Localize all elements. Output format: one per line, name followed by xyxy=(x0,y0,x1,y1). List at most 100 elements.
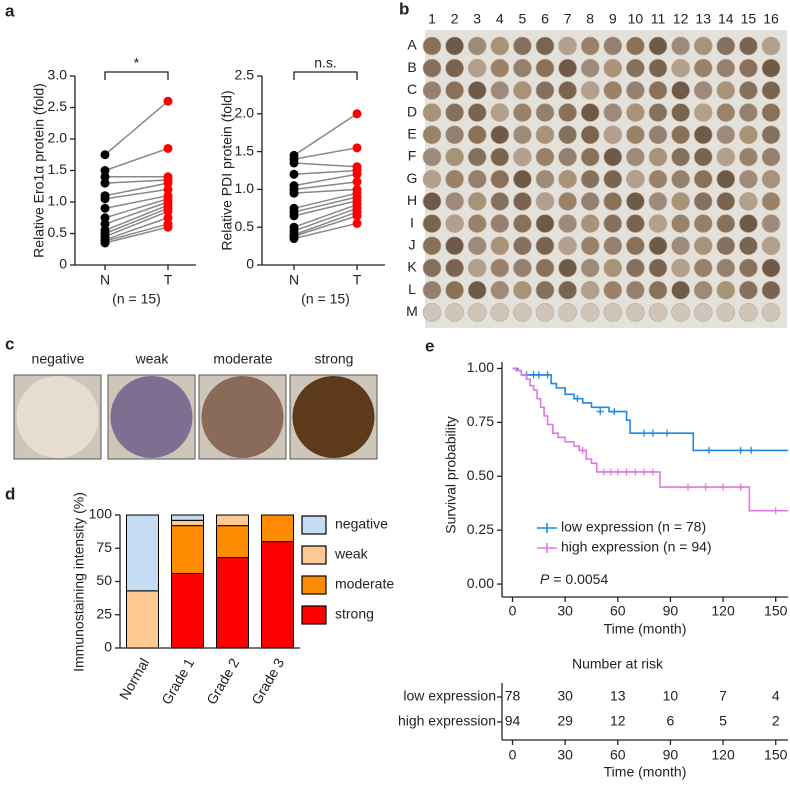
row-label: A xyxy=(407,37,417,53)
risk-x-tick-label: 120 xyxy=(711,747,735,763)
panel-label: e xyxy=(425,336,434,355)
row-label: M xyxy=(406,303,418,319)
y-tick-label: 2.0 xyxy=(235,105,255,121)
tissue-core xyxy=(490,236,510,256)
censor-mark xyxy=(640,468,648,476)
significance-bracket xyxy=(293,71,358,80)
x-tick-label: 90 xyxy=(663,603,679,619)
y-tick-label: 0.50 xyxy=(467,467,494,483)
pair-line xyxy=(293,147,358,160)
dot xyxy=(100,150,110,160)
column-label: 6 xyxy=(541,11,549,27)
row-label: C xyxy=(407,81,417,97)
tissue-core xyxy=(671,236,690,256)
survival-curve xyxy=(512,367,788,512)
pair-line xyxy=(293,222,358,240)
risk-x-label: Time (month) xyxy=(604,764,687,780)
tissue-core xyxy=(580,125,600,145)
y-tick-label: 0 xyxy=(59,256,67,272)
y-tick-label: 0.00 xyxy=(467,575,494,591)
tissue-core xyxy=(671,81,690,100)
x-tick-label: Grade 2 xyxy=(203,655,242,707)
tissue-core xyxy=(739,58,758,78)
tissue-core xyxy=(490,214,510,233)
tissue-core xyxy=(648,147,668,167)
y-tick-label: 0.25 xyxy=(467,521,494,537)
tissue-core xyxy=(490,125,510,145)
risk-value: 94 xyxy=(505,713,521,729)
column-label: 16 xyxy=(763,11,779,27)
tissue-core xyxy=(445,103,464,122)
tissue-core xyxy=(739,103,758,122)
y-tick-label: 0 xyxy=(104,639,112,655)
tissue-core xyxy=(693,147,713,167)
tissue-core xyxy=(558,58,577,78)
significance-label: n.s. xyxy=(314,55,337,71)
pair-line xyxy=(104,182,169,197)
tissue-core xyxy=(716,192,736,211)
risk-value: 7 xyxy=(719,688,727,704)
tissue-core xyxy=(716,36,736,56)
x-tick-label: Grade 1 xyxy=(158,655,197,707)
risk-x-tick-label: 150 xyxy=(764,747,788,763)
row-label: J xyxy=(409,237,416,253)
pair-line xyxy=(104,198,169,219)
tissue-core xyxy=(535,81,555,100)
tissue-core xyxy=(513,147,532,167)
tissue-core xyxy=(422,36,442,56)
censor-mark xyxy=(623,468,631,476)
dot xyxy=(352,211,362,221)
tissue-core xyxy=(422,236,442,256)
y-tick-label: 0.75 xyxy=(467,413,494,429)
tissue-core xyxy=(445,169,464,189)
legend-label: low expression (n = 78) xyxy=(561,519,706,535)
tissue-core xyxy=(626,214,645,233)
row-label: F xyxy=(408,148,417,164)
tissue-core xyxy=(558,103,577,122)
legend-label: strong xyxy=(335,606,374,622)
tissue-core xyxy=(648,303,668,322)
legend-swatch xyxy=(301,545,327,565)
tissue-core xyxy=(761,303,781,322)
bar-segment xyxy=(216,525,249,559)
tissue-core xyxy=(603,169,623,189)
tissue-core xyxy=(671,103,690,122)
tissue-core xyxy=(693,169,713,189)
y-axis-label: Relative Ero1α protein (fold) xyxy=(31,83,47,258)
tissue-core xyxy=(626,236,645,256)
tissue-core xyxy=(671,214,690,233)
censor-mark xyxy=(544,371,552,379)
censor-mark xyxy=(600,468,608,476)
risk-value: 6 xyxy=(667,713,675,729)
tissue-core xyxy=(603,81,623,100)
sample-size: (n = 15) xyxy=(301,291,350,307)
pair-line xyxy=(293,188,358,194)
tissue-core xyxy=(580,192,600,211)
pair-line xyxy=(104,194,169,210)
legend-label: weak xyxy=(334,546,369,562)
tissue-core xyxy=(580,214,600,233)
censor-mark xyxy=(640,429,648,437)
legend-swatch xyxy=(301,575,327,595)
tissue-core xyxy=(445,214,464,233)
tissue-core xyxy=(535,303,555,322)
pair-line xyxy=(293,211,358,236)
tissue-core xyxy=(580,36,600,56)
tissue-core xyxy=(716,236,736,256)
censor-mark xyxy=(649,468,657,476)
y-tick-label: 1.0 xyxy=(48,193,68,209)
risk-value: 29 xyxy=(557,713,573,729)
y-tick-label: 0 xyxy=(246,256,254,272)
tissue-core xyxy=(513,81,532,100)
tissue-core xyxy=(467,36,487,56)
tissue-core xyxy=(558,280,577,300)
censor-mark xyxy=(607,468,615,476)
row-label: B xyxy=(407,59,416,75)
x-tick-label: 30 xyxy=(557,603,573,619)
tissue-core xyxy=(558,214,577,233)
pair-line xyxy=(104,210,169,238)
tissue-core xyxy=(422,147,442,167)
risk-x-tick-label: 0 xyxy=(509,747,517,763)
tissue-core xyxy=(490,280,510,300)
